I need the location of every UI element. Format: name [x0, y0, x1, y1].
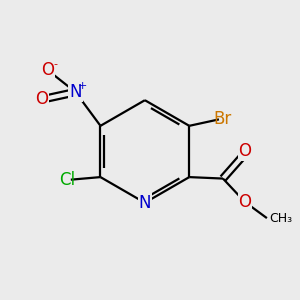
Text: N: N — [139, 194, 151, 212]
Text: O: O — [238, 142, 251, 160]
Text: Br: Br — [214, 110, 232, 128]
Text: O: O — [238, 193, 251, 211]
Text: O: O — [35, 91, 48, 109]
Text: -: - — [53, 59, 57, 69]
Text: +: + — [78, 81, 88, 91]
Text: Cl: Cl — [59, 171, 75, 189]
Text: N: N — [69, 83, 82, 101]
Text: O: O — [41, 61, 54, 79]
Text: CH₃: CH₃ — [269, 212, 292, 225]
